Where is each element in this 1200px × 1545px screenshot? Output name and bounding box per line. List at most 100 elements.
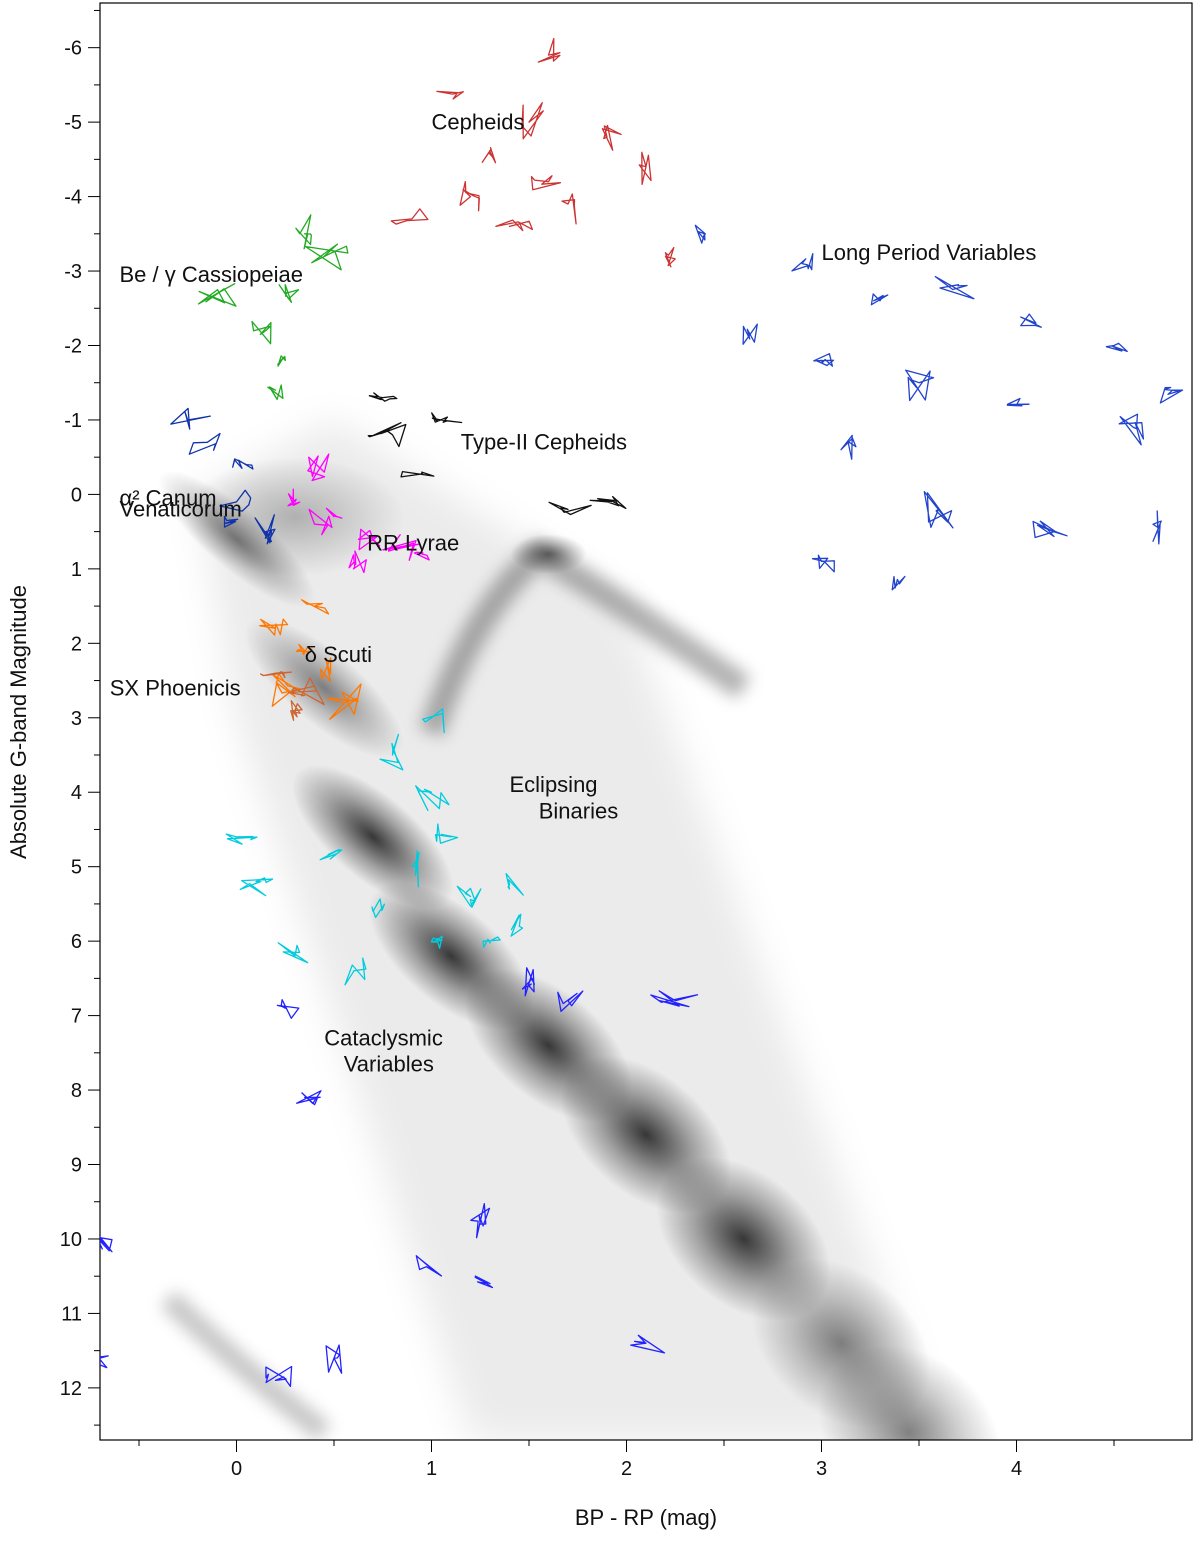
track-point bbox=[271, 672, 302, 707]
track-point bbox=[170, 407, 211, 430]
track-point bbox=[296, 1090, 322, 1106]
track-point bbox=[232, 458, 254, 470]
y-tick-label: -4 bbox=[64, 187, 82, 209]
track-point bbox=[1020, 313, 1042, 328]
track-point bbox=[521, 102, 544, 140]
annotation-label: Binaries bbox=[539, 798, 618, 823]
blue-region-density bbox=[185, 456, 405, 577]
track-point bbox=[742, 323, 758, 345]
x-tick-label: 0 bbox=[231, 1458, 242, 1480]
track-point bbox=[561, 193, 577, 225]
track-point bbox=[288, 677, 325, 706]
annotation-label: Eclipsing bbox=[510, 772, 598, 797]
track-point bbox=[300, 599, 330, 615]
track-point bbox=[188, 432, 221, 455]
annotation-label: Type-II Cepheids bbox=[461, 430, 627, 455]
track-point bbox=[251, 320, 272, 345]
track-point bbox=[456, 885, 482, 908]
x-tick-label: 2 bbox=[621, 1458, 632, 1480]
track-point bbox=[319, 657, 332, 682]
track-point bbox=[400, 470, 435, 478]
track-point bbox=[390, 208, 429, 225]
annotation-label: SX Phoenicis bbox=[110, 675, 241, 700]
annotation-label: Cataclysmic bbox=[324, 1025, 443, 1050]
track-point bbox=[431, 412, 463, 424]
y-tick-label: 7 bbox=[71, 1006, 82, 1028]
track-point bbox=[601, 124, 622, 151]
track-point bbox=[650, 990, 699, 1008]
y-tick-label: -5 bbox=[64, 112, 82, 134]
track-point bbox=[470, 1202, 491, 1239]
track-point bbox=[411, 850, 420, 888]
series--scuti bbox=[259, 599, 362, 720]
annotation-label: Long Period Variables bbox=[822, 240, 1037, 265]
track-point bbox=[430, 935, 443, 949]
track-point bbox=[422, 708, 445, 734]
track-point bbox=[1118, 413, 1145, 446]
track-point bbox=[307, 453, 330, 482]
track-point bbox=[295, 214, 312, 250]
series-long-period-variables bbox=[694, 224, 1184, 591]
track-point bbox=[474, 1275, 494, 1289]
track-point bbox=[290, 700, 303, 721]
y-tick-label: 8 bbox=[71, 1080, 82, 1102]
track-point bbox=[276, 999, 300, 1019]
y-axis-title: Absolute G-band Magnitude bbox=[6, 585, 31, 859]
track-point bbox=[664, 246, 676, 268]
series-type-ii-cepheids bbox=[367, 392, 627, 516]
track-point bbox=[277, 355, 286, 367]
track-point bbox=[589, 495, 627, 510]
track-point bbox=[415, 1255, 443, 1277]
track-point bbox=[325, 1344, 343, 1374]
y-tick-label: 1 bbox=[71, 559, 82, 581]
track-point bbox=[1032, 520, 1068, 539]
main-sequence-density bbox=[292, 764, 454, 910]
track-point bbox=[630, 1334, 666, 1354]
track-point bbox=[923, 490, 954, 529]
track-point bbox=[278, 283, 300, 304]
track-point bbox=[319, 848, 343, 861]
x-axis: 0 1 2 3 4 bbox=[138, 1440, 1115, 1480]
track-point bbox=[1152, 510, 1162, 545]
track-point bbox=[259, 671, 293, 679]
track-point bbox=[379, 733, 404, 771]
y-tick-label: 10 bbox=[60, 1229, 82, 1251]
track-point bbox=[934, 275, 975, 300]
track-point bbox=[254, 514, 276, 545]
y-tick-label: -1 bbox=[64, 410, 82, 432]
track-point bbox=[277, 942, 309, 964]
y-tick-label: -3 bbox=[64, 261, 82, 283]
red-clump-density bbox=[510, 533, 587, 574]
y-tick-label: 0 bbox=[71, 484, 82, 506]
track-point bbox=[557, 990, 584, 1013]
y-tick-label: 4 bbox=[71, 782, 82, 804]
track-point bbox=[267, 384, 284, 401]
track-point bbox=[436, 90, 464, 100]
track-point bbox=[840, 434, 857, 460]
track-point bbox=[239, 877, 274, 897]
y-tick-label: 9 bbox=[71, 1155, 82, 1177]
track-point bbox=[219, 489, 252, 512]
y-tick-label: 2 bbox=[71, 633, 82, 655]
track-point bbox=[791, 253, 814, 272]
y-tick-label: 5 bbox=[71, 857, 82, 879]
track-point bbox=[415, 785, 450, 812]
track-point bbox=[304, 243, 349, 271]
track-point bbox=[481, 146, 497, 164]
track-point bbox=[1159, 386, 1184, 404]
annotations: Cepheids Long Period Variables Be / γ Cass… bbox=[110, 110, 1037, 1077]
annotation-label: α² Canum bbox=[120, 486, 217, 511]
track-point bbox=[344, 957, 367, 986]
x-tick-label: 3 bbox=[816, 1458, 827, 1480]
track-point bbox=[371, 898, 386, 919]
track-point bbox=[326, 683, 362, 720]
track-point bbox=[530, 175, 562, 191]
track-point bbox=[287, 488, 301, 507]
track-point bbox=[1105, 342, 1128, 353]
y-tick-label: 6 bbox=[71, 931, 82, 953]
annotation-label: Cepheids bbox=[432, 110, 525, 135]
annotation-label: Variables bbox=[344, 1051, 434, 1076]
track-point bbox=[459, 180, 480, 212]
